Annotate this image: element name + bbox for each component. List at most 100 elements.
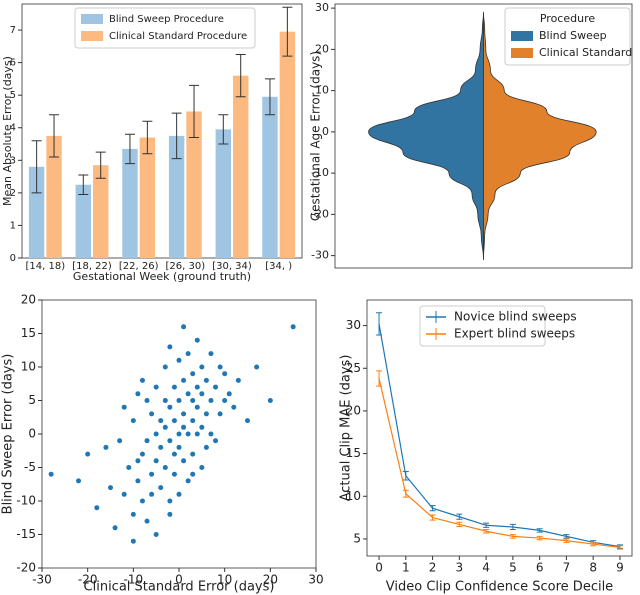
bar [122,148,138,258]
error-bar [509,534,516,539]
error-bar [402,489,409,498]
scatter-point [158,444,164,450]
error-bar [142,120,153,155]
scatter-point [222,371,228,377]
y-tick-label: 0 [10,253,16,264]
scatter-point [167,438,173,444]
scatter-point [144,518,150,524]
scatter-point [217,364,223,370]
scatter-point [181,458,187,464]
scatter-point [203,444,209,450]
scatter-point [130,511,136,517]
scatter-point [190,451,196,457]
x-tick-label: 3 [456,561,464,575]
y-axis-label: Blind Sweep Error (days) [1,354,16,515]
scatter-point [208,351,214,357]
bar [186,111,202,258]
error-bar [31,140,42,194]
scatter-point [162,465,168,470]
legend-title: Procedure [540,12,596,25]
scatter-point [121,404,127,410]
scatter-point [162,364,168,370]
scatter-point [103,444,109,450]
error-bar [483,522,490,528]
scatter-point [190,471,196,477]
scatter-point [213,384,219,390]
scatter-point [149,411,155,417]
error-bar [483,529,490,534]
bar [233,75,249,259]
y-tick-label: -5 [24,460,36,474]
y-tick-label: 15 [21,326,36,340]
x-tick-label: 10 [217,573,232,587]
bar [28,166,45,258]
x-axis-label: Gestational Week (ground truth) [73,270,251,283]
legend-label: Blind Sweep Procedure [109,14,224,25]
legend-label: Clinical Standard [539,46,632,59]
error-bar [49,114,60,158]
legend-swatch [511,48,533,58]
scatter-point [222,398,228,403]
scatter-point [135,458,141,464]
x-tick-label: 9 [616,561,624,575]
scatter-point [181,324,187,330]
scatter-point [162,398,168,403]
scatter-point [48,471,54,477]
error-bar [563,538,570,543]
y-tick-label: 4 [10,123,16,134]
scatter-point [194,384,200,390]
scatter-point [171,418,177,424]
x-tick-label: [22, 26) [119,261,159,272]
error-bar [590,541,597,547]
error-bar [171,112,182,160]
error-bar [456,521,463,528]
scatter-point [176,491,182,497]
scatter-point [153,431,159,437]
y-tick-label: 6 [10,58,16,69]
scatter-point [117,438,123,444]
scatter-point [190,418,196,424]
y-axis-label: Actual Clip MAE (days) [339,355,354,502]
scatter-point [76,478,82,484]
scatter-point [199,391,205,397]
x-tick-label: 0 [375,561,383,575]
y-tick-label: 25 [346,361,361,375]
x-tick-label: [14, 18) [26,261,66,272]
legend-label: Blind Sweep [539,29,607,42]
scatter-point [135,391,141,397]
error-bar [282,6,293,57]
scatter-point [181,377,187,383]
scatter-point [203,411,209,417]
scatter-point [94,505,100,511]
scatter-point [158,418,164,424]
scatter-point [149,491,155,497]
x-tick-label: -30 [32,573,52,587]
scatter-point [181,424,187,430]
error-bar [536,535,543,541]
error-bar [616,545,623,550]
scatter-point [290,324,296,330]
scatter-point [167,511,173,517]
y-tick-label: 1 [10,220,16,231]
y-tick-label: 10 [315,84,329,97]
scatter-point [167,498,173,504]
bar [262,96,278,258]
bar [279,31,296,258]
scatter-point [167,404,173,410]
y-tick-label: 2 [10,188,16,199]
y-tick-label: 3 [10,155,16,166]
x-tick-label: 6 [536,561,544,575]
legend-swatch [511,31,533,41]
legend-swatch [81,31,103,41]
error-bar [218,114,229,145]
scatter-point [245,418,250,424]
error-bar [376,370,383,387]
error-bar [264,78,275,116]
y-tick-label: -30 [311,249,329,262]
legend-box [504,7,631,66]
y-tick-label: -15 [16,527,36,541]
scatter-point [171,451,177,457]
scatter-point [121,491,127,497]
x-tick-label: [30, 34) [212,261,252,272]
